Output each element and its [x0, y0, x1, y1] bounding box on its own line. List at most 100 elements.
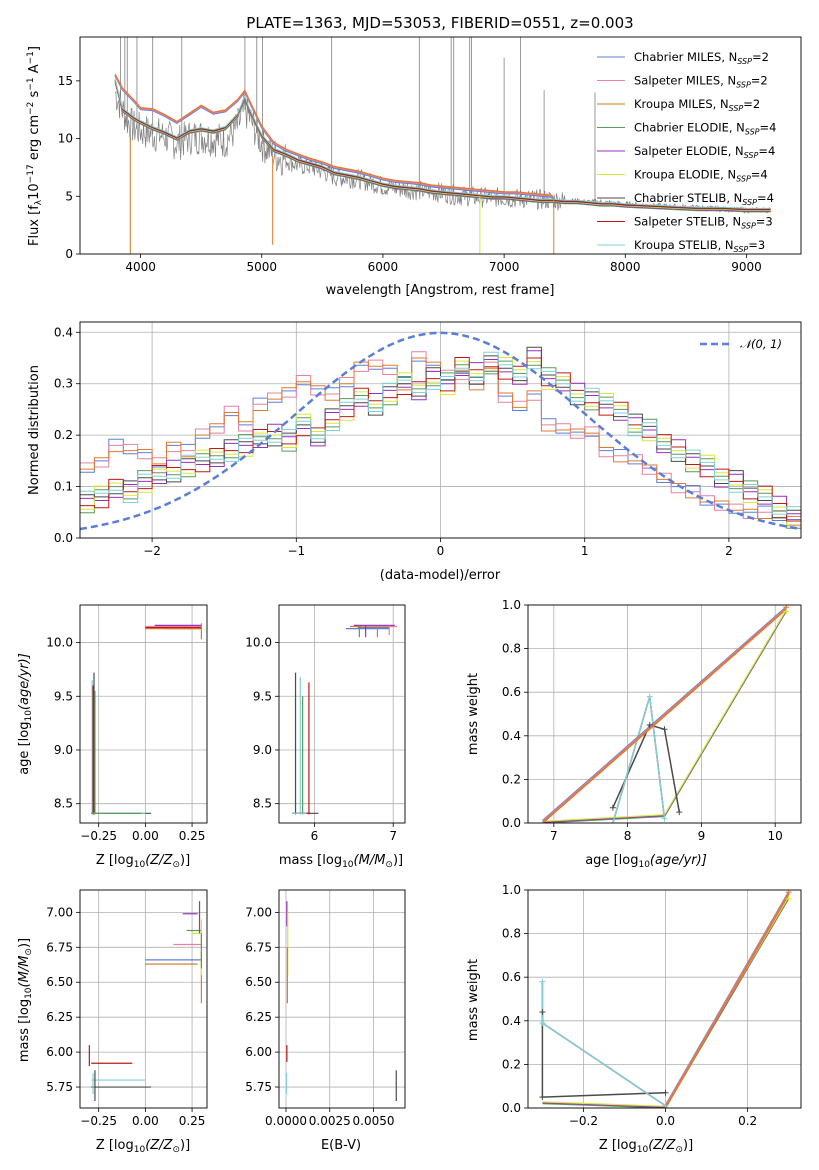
spectrum-xlabel: wavelength [Angstrom, rest frame] [326, 283, 555, 298]
legend-label: Kroupa MILES, NSSP=2 [634, 97, 760, 113]
massweight-vs-age-panel: 7 8 9 10 0.0 0.2 0.4 0.6 0.8 1.0 age [log10(age/y… [466, 598, 802, 870]
x-tick-label: −0.25 [80, 1114, 117, 1128]
y-tick-label: 10.0 [245, 636, 272, 650]
axes-frame [278, 604, 406, 824]
y-tick-label: 6.00 [46, 1045, 73, 1059]
x-tick-label: 7000 [489, 260, 520, 274]
model-spectrum-salpeter-stelib [114, 79, 771, 210]
y-tick-label: 0.4 [54, 325, 73, 339]
x-tick-label: 4000 [125, 260, 156, 274]
massweight-vs-z-xlabel: Z [log10(Z/Z⊙)] [599, 1138, 693, 1155]
age-vs-z-xlabel: Z [log10(Z/Z⊙)] [96, 853, 190, 870]
normal-curve [80, 331, 801, 531]
legend-label: Salpeter MILES, NSSP=2 [634, 74, 768, 90]
residuals-panel: −2 −1 0 1 2 0.0 0.1 0.2 0.3 0.4 𝒩(0, 1) (data-mod… [27, 321, 802, 583]
x-tick-label: 0.0 [656, 1114, 675, 1128]
y-tick-label: 5.75 [245, 1080, 272, 1094]
residual-hist-kroupa-stelib [80, 351, 801, 515]
model-spectrum-salpeter-miles [114, 74, 553, 197]
age-vs-z-plot-area: −0.25 0.00 0.25 8.5 9.0 9.5 10.0 [46, 604, 208, 843]
legend-label: Chabrier MILES, NSSP=2 [634, 50, 769, 66]
y-tick-label: 9.5 [54, 689, 73, 703]
y-tick-label: 0.0 [502, 816, 521, 830]
y-tick-label: 6.50 [245, 975, 272, 989]
age-vs-mass-panel: 6 7 8.5 9.0 9.5 10.0 mass [log10(M/M⊙)] [245, 604, 406, 870]
y-tick-label: 0.4 [502, 1014, 521, 1028]
mass-vs-z-ylabel: mass [log10(M/M⊙)] [17, 938, 34, 1062]
spectrum-legend: Chabrier MILES, NSSP=2 Salpeter MILES, NS… [597, 50, 776, 254]
model-spectrum-kroupa-elodie [114, 81, 771, 211]
y-tick-label: 0.6 [502, 685, 521, 699]
axes-frame [79, 604, 208, 824]
x-tick-label: 6000 [368, 260, 399, 274]
massweight-vs-age-plot-area: 7 8 9 10 0.0 0.2 0.4 0.6 0.8 1.0 [502, 598, 802, 843]
x-tick-label: 7 [389, 829, 397, 843]
y-tick-label: 9.5 [253, 689, 272, 703]
axes-frame [79, 321, 802, 539]
y-tick-label: 9.0 [54, 743, 73, 757]
weight-line-kroupa-stelib [541, 981, 666, 1107]
mass-vs-ebv-plot-area: 0.0000 0.0025 0.0050 5.75 6.00 6.25 6.50 6.75 7.… [245, 889, 406, 1128]
plot-body [285, 901, 397, 1102]
residuals-xlabel: (data-model)/error [380, 568, 501, 583]
massweight-vs-age-ylabel: mass weight [466, 673, 481, 755]
y-tick-label: 6.50 [46, 975, 73, 989]
axes-frame [79, 36, 802, 255]
legend-label: Kroupa STELIB, NSSP=3 [634, 238, 765, 254]
model-spectrum-chabrier-miles [114, 75, 553, 198]
age-vs-mass-plot-area: 6 7 8.5 9.0 9.5 10.0 [245, 604, 406, 843]
y-tick-label: 15 [58, 74, 73, 88]
y-tick-label: 6.75 [46, 940, 73, 954]
legend-label: Salpeter ELODIE, NSSP=4 [634, 144, 775, 160]
y-tick-label: 0.2 [54, 428, 73, 442]
weight-line-chabrier-stelib [612, 723, 681, 813]
plot-body [114, 37, 771, 254]
y-tick-label: 0.1 [54, 480, 73, 494]
residuals-ylabel: Normed distribution [27, 365, 42, 495]
normal-legend-label: 𝒩(0, 1) [740, 337, 782, 351]
y-tick-label: 7.00 [46, 905, 73, 919]
spectrum-panel: 4000 5000 6000 7000 8000 9000 0 5 10 15 Chabrier … [26, 36, 802, 298]
y-tick-label: 0.8 [502, 642, 521, 656]
axes-frame [527, 604, 802, 824]
age-vs-mass-xlabel: mass [log10(M/M⊙)] [279, 853, 403, 870]
y-tick-label: 0.4 [502, 729, 521, 743]
spectrum-plot-area: 4000 5000 6000 7000 8000 9000 0 5 10 15 [58, 36, 802, 274]
x-tick-label: 9000 [731, 260, 762, 274]
x-tick-label: 0.25 [179, 1114, 206, 1128]
weight-line-chabrier-stelib [541, 1012, 666, 1098]
y-tick-label: 5.75 [46, 1080, 73, 1094]
y-tick-label: 10.0 [46, 636, 73, 650]
x-tick-label: 2 [725, 544, 733, 558]
legend-label: Chabrier ELODIE, NSSP=4 [634, 121, 776, 137]
plot-body [80, 331, 801, 531]
model-spectrum-kroupa-miles [114, 73, 553, 197]
model-spectrum-salpeter-elodie [114, 81, 771, 212]
plot-body [539, 890, 792, 1108]
weight-line-kroupa-miles [542, 608, 787, 823]
x-tick-label: −1 [287, 544, 305, 558]
x-tick-label: 5000 [246, 260, 277, 274]
massweight-vs-age-xlabel: age [log10(age/yr)] [585, 853, 707, 870]
y-tick-label: 1.0 [502, 883, 521, 897]
massweight-vs-z-plot-area: −0.2 0.0 0.2 0.0 0.2 0.4 0.6 0.8 1.0 [502, 883, 802, 1128]
model-spectrum-chabrier-stelib [114, 80, 771, 211]
y-tick-label: 6.25 [46, 1010, 73, 1024]
x-tick-label: 0.00 [132, 1114, 159, 1128]
x-tick-label: −2 [143, 544, 161, 558]
y-tick-label: 0.3 [54, 377, 73, 391]
axes-frame [278, 889, 406, 1109]
legend-label: Salpeter STELIB, NSSP=3 [634, 215, 773, 231]
residuals-legend: 𝒩(0, 1) [700, 337, 782, 351]
y-tick-label: 0.0 [502, 1101, 521, 1115]
x-tick-label: −0.25 [80, 829, 117, 843]
plot-body [292, 624, 398, 815]
y-tick-label: 1.0 [502, 598, 521, 612]
y-tick-label: 10 [58, 132, 73, 146]
y-tick-label: 0.0 [54, 531, 73, 545]
model-spectrum-kroupa-stelib [114, 78, 771, 209]
axes-frame [527, 889, 802, 1109]
x-tick-label: 9 [698, 829, 706, 843]
x-tick-label: 0.25 [179, 829, 206, 843]
